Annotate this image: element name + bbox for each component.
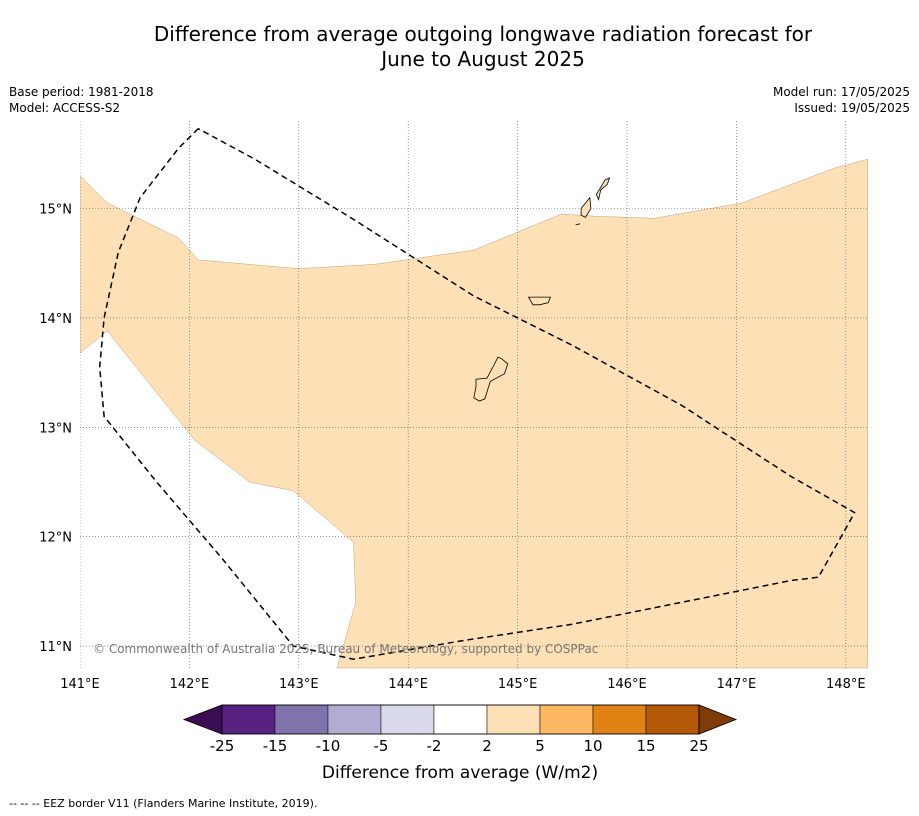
footnote: -- -- -- EEZ border V11 (Flanders Marine… (9, 797, 318, 810)
graticule (80, 121, 868, 669)
model-run-text: Model run: 17/05/2025 (772, 85, 910, 99)
lon-tick-label: 143°E (279, 677, 319, 692)
colorbar-segment (539, 704, 594, 735)
colorbar-tick-label: -10 (316, 737, 341, 755)
island-aguijan (575, 223, 581, 226)
lon-tick-label: 148°E (826, 677, 866, 692)
lat-tick-label: 14°N (39, 312, 72, 327)
title-line-1: Difference from average outgoing longwav… (153, 22, 813, 46)
island-guam (473, 356, 509, 402)
lat-tick-labels: 15°N 14°N 13°N 12°N 11°N (39, 203, 72, 656)
colorbar-tick-label: 2 (482, 737, 492, 755)
title-line-2: June to August 2025 (381, 47, 585, 71)
copyright-text: © Commonwealth of Australia 2025, Bureau… (93, 642, 598, 656)
colorbar-segment (486, 704, 541, 735)
lon-tick-label: 144°E (388, 677, 428, 692)
lon-tick-label: 141°E (60, 677, 100, 692)
colorbar-tick-label: 15 (636, 737, 655, 755)
meta-left: Base period: 1981-2018 Model: ACCESS-S2 (9, 84, 154, 116)
meta-right: Model run: 17/05/2025 Issued: 19/05/2025 (773, 84, 910, 116)
issued-text: Issued: 19/05/2025 (794, 101, 910, 115)
colorbar-tick-label: -15 (263, 737, 288, 755)
colorbar-segment (274, 704, 329, 735)
island-tinian (580, 196, 592, 218)
page-title: Difference from average outgoing longwav… (0, 22, 919, 72)
lon-tick-label: 146°E (607, 677, 647, 692)
lat-tick-label: 12°N (39, 531, 72, 546)
map-figure: 15°N 14°N 13°N 12°N 11°N 141°E 142°E 143°E 144°… (39, 121, 868, 783)
colorbar-segment (592, 704, 647, 735)
model-text: Model: ACCESS-S2 (9, 101, 121, 115)
colorbar (182, 704, 738, 735)
colorbar-tick-label: -5 (374, 737, 389, 755)
colorbar-tick-label: 10 (583, 737, 602, 755)
lon-tick-label: 142°E (170, 677, 210, 692)
colorbar-segment (221, 704, 276, 735)
island-saipan (595, 177, 611, 202)
colorbar-tick-label: -25 (210, 737, 235, 755)
colorbar-segment (327, 704, 382, 735)
colorbar-labels: -25 -15 -10 -5 -2 2 5 10 15 25 (210, 737, 709, 755)
lat-tick-label: 15°N (39, 203, 72, 218)
eez-border-line (98, 127, 856, 660)
lon-tick-label: 147°E (717, 677, 757, 692)
anomaly-region (80, 158, 868, 669)
colorbar-tick-label: -2 (427, 737, 442, 755)
lon-tick-label: 145°E (498, 677, 538, 692)
colorbar-segment (380, 704, 435, 735)
colorbar-title: Difference from average (W/m2) (322, 763, 598, 783)
lat-tick-label: 13°N (39, 421, 72, 436)
island-rota (527, 296, 551, 306)
colorbar-segment (645, 704, 700, 735)
colorbar-over-arrow (698, 704, 738, 735)
colorbar-frame (221, 704, 700, 735)
colorbar-under-arrow (182, 704, 223, 735)
lat-tick-label: 11°N (39, 640, 72, 655)
colorbar-tick-label: 5 (535, 737, 545, 755)
lon-tick-labels: 141°E 142°E 143°E 144°E 145°E 146°E 147°E 148°E (60, 677, 865, 692)
islands (473, 177, 611, 402)
base-period-text: Base period: 1981-2018 (9, 85, 154, 99)
colorbar-tick-label: 25 (689, 737, 708, 755)
colorbar-segment (433, 704, 488, 735)
